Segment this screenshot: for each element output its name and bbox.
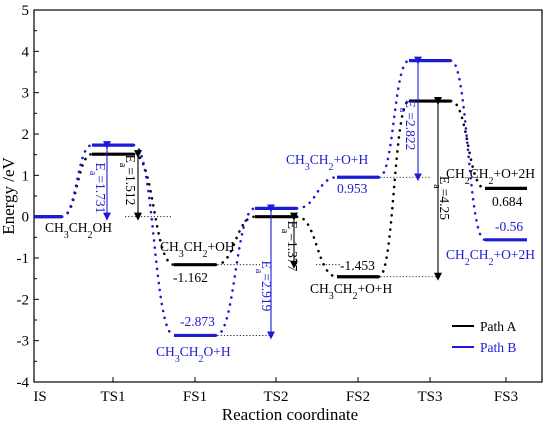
is-species-label: CH3CH2OH [45, 220, 112, 241]
barrier-arrows [103, 56, 442, 340]
fs3-path-b-value-label: -0.56 [495, 219, 523, 234]
x-tick-label: FS2 [346, 389, 370, 405]
y-tick-label: 1 [22, 168, 30, 184]
y-tick-label: -4 [17, 375, 30, 391]
x-axis: IS TS1 FS1 TS2 FS2 TS3 FS3 [33, 377, 518, 405]
fs1-path-a-value-label: -1.162 [173, 270, 208, 285]
ea-ts3-path-b-label: Ea=2.822 [398, 100, 419, 151]
y-axis-title: Energy /eV [0, 156, 18, 234]
ea-ts3-path-a-label: Ea=4.25 [432, 176, 453, 220]
connector-curve [377, 59, 411, 179]
fs2-path-b-species-label: CH3CH2+O+H [286, 152, 369, 173]
connector-curve [295, 175, 339, 210]
x-tick-label: TS1 [100, 389, 125, 405]
y-axis: -4 -3 -2 -1 0 1 2 3 4 5 [17, 3, 39, 391]
x-axis-title: Reaction coordinate [222, 405, 358, 424]
y-tick-label: -2 [17, 292, 30, 308]
y-tick-label: 2 [22, 127, 30, 143]
annotation-labels: CH3CH2OH Ea=1.731 Ea=1.512 CH3CH2+OH -1.162 -… [45, 100, 535, 365]
ea-ts2-path-b-label: Ea=2.919 [254, 261, 275, 312]
x-tick-label: IS [33, 389, 46, 405]
y-tick-label: 5 [22, 3, 30, 19]
ea-ts1-path-b-label: Ea=1.731 [88, 163, 109, 214]
fs3-path-a-value-label: 0.684 [492, 194, 523, 209]
y-tick-label: -1 [17, 251, 30, 267]
ea-ts2-path-a-label: Ea=1.377 [280, 221, 301, 272]
fs3-path-a-species-label: CH2CH2+O+2H [446, 166, 535, 187]
fs1-path-b-value-label: -2.873 [180, 314, 215, 329]
x-tick-label: TS3 [417, 389, 442, 405]
y-tick-label: 0 [22, 210, 30, 226]
connector-curve [449, 59, 487, 242]
fs3-path-b-species-label: CH2CH2+O+2H [446, 247, 535, 268]
legend: Path A Path B [452, 319, 517, 355]
connector-curve [377, 99, 411, 279]
y-tick-label: 4 [22, 44, 30, 60]
legend-label-path-a: Path A [480, 319, 517, 334]
connector-curve [60, 143, 94, 218]
connector-curve [132, 143, 176, 337]
connector-curve [295, 215, 339, 279]
fs2-path-b-value-label: 0.953 [337, 181, 368, 196]
fs1-path-b-species-label: CH3CH2O+H [156, 344, 231, 365]
y-tick-label: -3 [17, 334, 30, 350]
x-tick-label: TS2 [263, 389, 288, 405]
connector-curve [449, 99, 487, 190]
connector-curve [214, 207, 257, 337]
y-tick-label: 3 [22, 86, 30, 102]
fs2-path-a-species-label: CH3CH2+O+H [310, 281, 393, 302]
legend-label-path-b: Path B [480, 340, 516, 355]
fs1-path-a-species-label: CH3CH2+OH [160, 239, 235, 260]
x-tick-label: FS3 [494, 389, 518, 405]
ea-ts1-path-a-label: Ea=1.512 [118, 155, 139, 206]
x-tick-label: FS1 [183, 389, 207, 405]
fs2-path-a-value-label: -1.453 [340, 258, 375, 273]
